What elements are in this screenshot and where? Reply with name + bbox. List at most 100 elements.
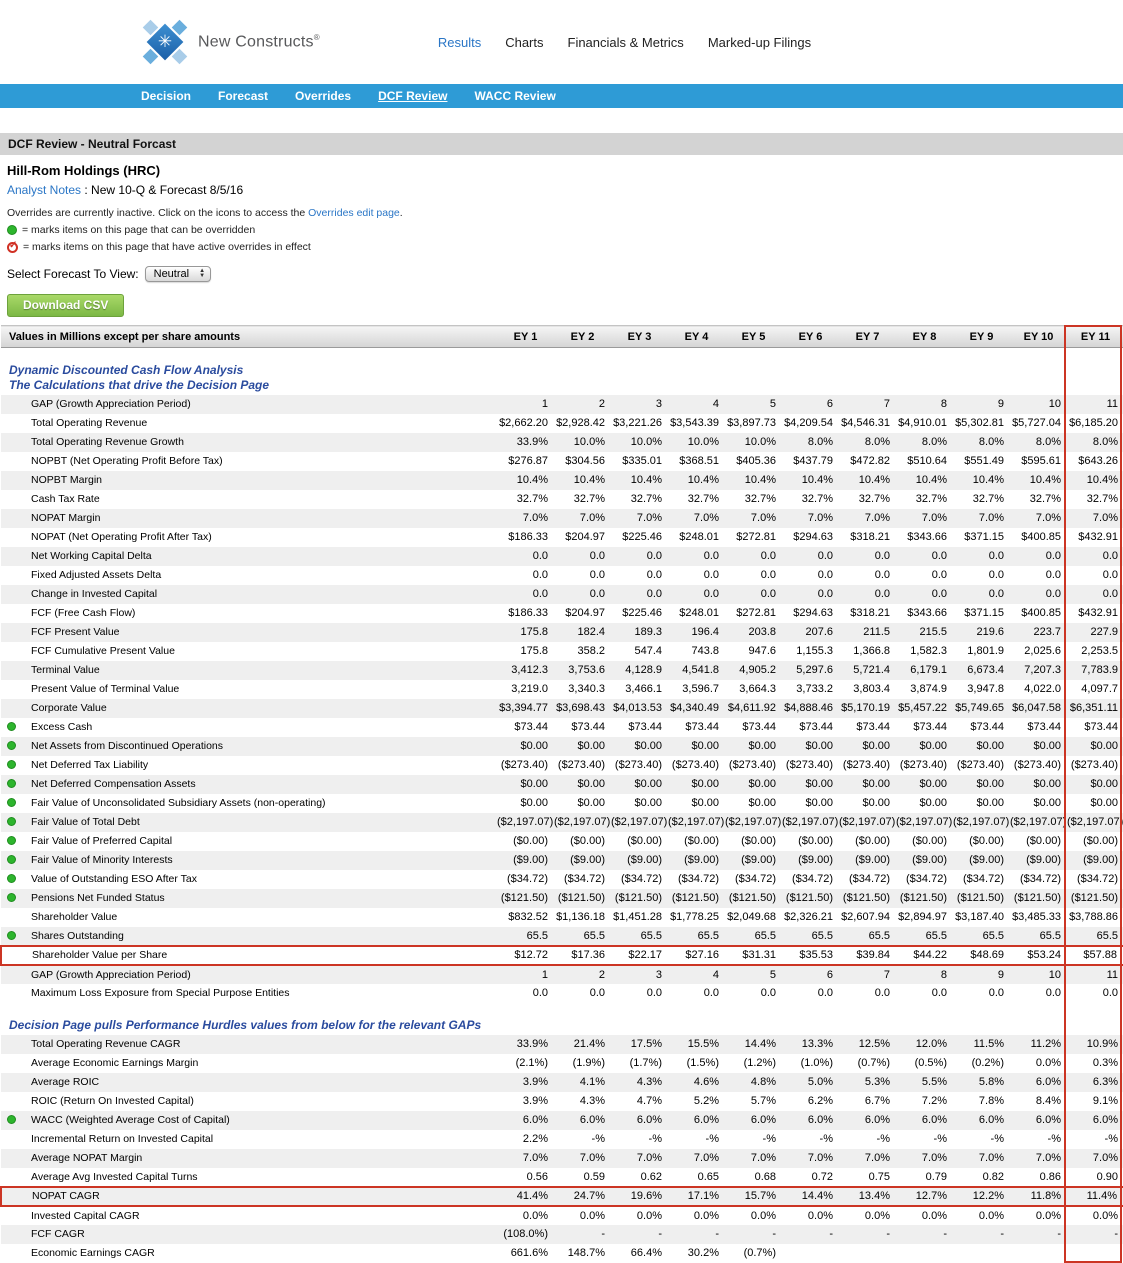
value-cell: 4,905.2 <box>739 664 776 676</box>
override-dot-icon[interactable] <box>7 779 16 788</box>
forecast-select[interactable]: Neutral ▲ ▼ <box>144 266 212 282</box>
value-cell: ($0.00) <box>684 835 719 847</box>
value-cell: 7.0% <box>750 1152 776 1164</box>
value-cell: $4,910.01 <box>898 417 947 429</box>
value-cell: ($2,197.07) <box>1010 816 1067 828</box>
override-dot-icon[interactable] <box>7 930 16 940</box>
override-dot-icon[interactable] <box>7 874 16 883</box>
value-cell: 8.0% <box>1092 436 1118 448</box>
overrides-edit-link[interactable]: Overrides edit page <box>308 207 400 219</box>
subnav-wacc-review[interactable]: WACC Review <box>474 89 556 103</box>
value-cell: 219.6 <box>976 626 1004 638</box>
value-cell: $343.66 <box>907 607 947 619</box>
override-dot-icon[interactable] <box>7 1115 16 1124</box>
nav-financials-metrics[interactable]: Financials & Metrics <box>567 34 684 50</box>
value-cell: ($0.00) <box>855 835 890 847</box>
value-cell: (108.0%) <box>503 1228 548 1240</box>
value-cell: $0.00 <box>1090 740 1118 752</box>
value-cell: 6.2% <box>807 1095 833 1107</box>
value-cell: 203.8 <box>748 626 776 638</box>
value-cell: $225.46 <box>622 531 662 543</box>
row-label: NOPBT (Net Operating Profit Before Tax) <box>31 455 223 467</box>
value-cell: 0.0 <box>646 588 662 600</box>
value-cell: 0.0% <box>921 1209 947 1222</box>
value-cell: 10.4% <box>1029 474 1061 486</box>
value-cell: (0.5%) <box>914 1057 947 1069</box>
value-cell: $44.22 <box>896 944 953 966</box>
override-dot-icon[interactable] <box>7 741 16 750</box>
value-cell: 7.0% <box>636 512 662 524</box>
value-cell: ($121.50) <box>899 892 947 904</box>
value-cell: - <box>1114 1228 1118 1240</box>
value-cell: 32.7% <box>516 493 548 505</box>
value-cell: 7.0% <box>579 1152 605 1164</box>
value-cell: 6.0% <box>1035 1114 1061 1126</box>
value-cell: $0.00 <box>976 778 1004 790</box>
override-dot-icon[interactable] <box>7 817 16 826</box>
value-cell: - <box>1057 1228 1061 1240</box>
value-cell: 0.0 <box>874 569 890 581</box>
value-cell: 0.0% <box>807 1209 833 1222</box>
analyst-notes-link[interactable]: Analyst Notes <box>7 183 82 197</box>
value-cell: 743.8 <box>691 645 719 657</box>
override-dot-icon[interactable] <box>7 760 16 769</box>
value-cell: 41.4% <box>497 1185 554 1207</box>
value-cell: -% <box>876 1133 890 1145</box>
value-cell: 65.5 <box>925 929 947 942</box>
value-cell <box>1067 1244 1123 1263</box>
override-dot-icon[interactable] <box>7 722 16 731</box>
override-dot-icon[interactable] <box>7 855 16 864</box>
value-cell: 0.0% <box>750 1209 776 1222</box>
subnav-decision[interactable]: Decision <box>141 89 192 103</box>
value-cell: - <box>943 1228 947 1240</box>
value-cell: ($121.50) <box>557 892 605 904</box>
value-cell: ($34.72) <box>792 873 833 885</box>
value-cell: 0.0 <box>817 550 833 562</box>
value-cell: 1 <box>541 398 548 410</box>
nav-marked-up-filings[interactable]: Marked-up Filings <box>707 34 812 50</box>
value-cell: 0.0 <box>1102 588 1118 600</box>
value-cell: 10.0% <box>687 436 719 448</box>
logo-diamond-icon: ✳ <box>142 19 188 65</box>
value-cell: ($0.00) <box>513 835 548 847</box>
nav-charts[interactable]: Charts <box>505 34 544 50</box>
value-cell: 0.0 <box>760 987 776 999</box>
value-cell: $2,049.68 <box>727 911 776 923</box>
forecast-select-row: Select Forecast To View: Neutral ▲ ▼ <box>7 266 1123 282</box>
override-dot-icon[interactable] <box>7 836 16 845</box>
value-cell: 7.0% <box>1035 1152 1061 1164</box>
value-cell: $0.00 <box>976 797 1004 809</box>
table-row: FCF Cumulative Present Value 175.8 358.2 54… <box>1 641 1123 661</box>
subnav-overrides[interactable]: Overrides <box>295 89 352 103</box>
override-dot-icon[interactable] <box>7 893 16 902</box>
value-cell: ($273.40) <box>1013 759 1061 771</box>
value-cell: 65.5 <box>868 929 890 942</box>
row-label: Incremental Return on Invested Capital <box>31 1133 214 1145</box>
value-cell: 6 <box>826 968 833 981</box>
row-label: NOPBT Margin <box>31 474 102 486</box>
download-csv-button[interactable]: Download CSV <box>7 294 125 317</box>
value-cell: ($0.00) <box>912 835 947 847</box>
value-cell: 0.0 <box>931 550 947 562</box>
value-cell: ($273.40) <box>956 759 1004 771</box>
table-row: Average Avg Invested Capital Turns 0.56 0.… <box>1 1167 1123 1187</box>
value-cell: ($121.50) <box>842 892 890 904</box>
value-cell: 7.0% <box>921 512 947 524</box>
value-cell: 7.0% <box>522 1152 548 1164</box>
row-label: Average NOPAT Margin <box>31 1152 143 1164</box>
value-cell: 14.4% <box>782 1185 839 1207</box>
subnav-forecast[interactable]: Forecast <box>218 89 269 103</box>
value-cell: 6.3% <box>1092 1076 1118 1088</box>
new-constructs-logo[interactable]: ✳ New Constructs® <box>142 19 320 65</box>
row-label: Excess Cash <box>1 718 497 737</box>
table-row: GAP (Growth Appreciation Period) 1 2 3 4 5 6 7 8… <box>1 964 1123 984</box>
value-cell <box>782 1244 839 1263</box>
override-dot-icon[interactable] <box>7 798 16 807</box>
value-cell: 0.0 <box>1102 987 1118 999</box>
value-cell: 24.7% <box>554 1185 611 1207</box>
subnav-dcf-review[interactable]: DCF Review <box>378 89 448 103</box>
value-cell: 10 <box>1048 968 1061 981</box>
value-cell: $472.82 <box>850 455 890 467</box>
value-cell: 32.7% <box>858 493 890 505</box>
nav-results[interactable]: Results <box>437 34 482 50</box>
